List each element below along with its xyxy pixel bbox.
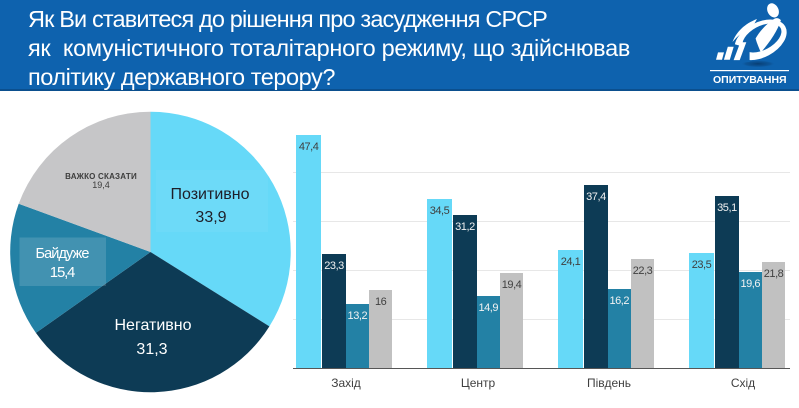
svg-text:ОПИТУВАННЯ: ОПИТУВАННЯ <box>713 74 787 86</box>
